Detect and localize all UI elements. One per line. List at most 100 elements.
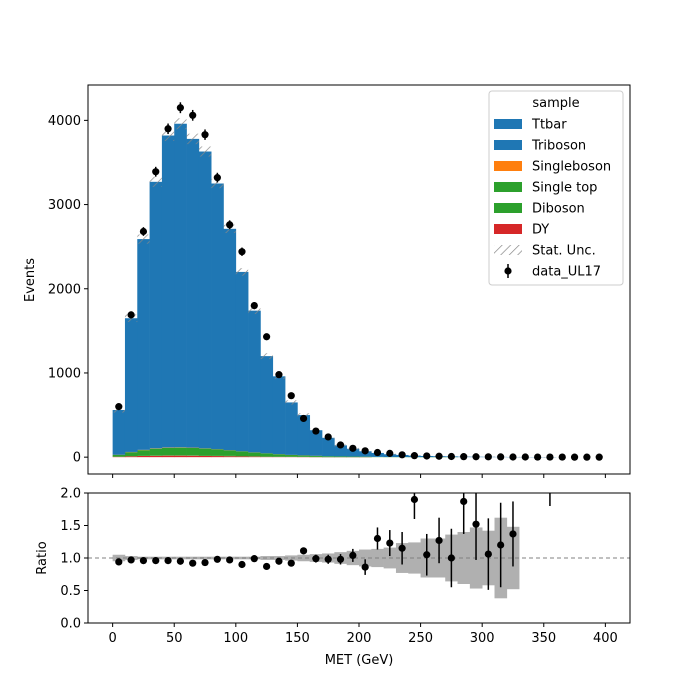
histogram-bar xyxy=(223,450,237,456)
data-point xyxy=(250,302,258,310)
ratio-band-segment xyxy=(457,532,471,584)
ratio-plot-panel: 0 50 100 150 200 250 300 350 400 0.0 0.5 1.0 1.5 2.0… xyxy=(35,487,631,668)
histogram-bar xyxy=(235,271,249,452)
data-point xyxy=(299,414,308,423)
histogram-bar xyxy=(124,456,138,458)
ratio-point xyxy=(484,550,492,558)
data-point xyxy=(238,248,246,256)
histogram-bar xyxy=(211,449,224,456)
ratio-band-segment xyxy=(297,554,311,562)
legend-label: Stat. Unc. xyxy=(532,244,596,259)
legend-label: Diboson xyxy=(532,202,585,217)
ratio-y-tick-label: 2.0 xyxy=(60,487,81,502)
legend-entry: Singleboson xyxy=(494,160,611,175)
legend-label: Single top xyxy=(532,181,597,196)
histogram-bar xyxy=(322,456,335,457)
data-point xyxy=(558,453,566,461)
ratio-x-tick-label: 50 xyxy=(166,631,183,646)
stat-unc-hatch xyxy=(260,353,273,360)
ratio-point xyxy=(164,557,172,565)
stat-unc-hatch xyxy=(174,118,187,130)
data-point xyxy=(361,447,369,455)
data-point xyxy=(583,453,591,461)
ratio-point xyxy=(447,554,455,562)
ratio-point xyxy=(127,556,135,564)
legend-entry: Ttbar xyxy=(494,118,567,133)
ratio-point xyxy=(472,520,480,528)
ratio-point xyxy=(287,559,295,567)
ratio-x-tick-label: 100 xyxy=(223,631,248,646)
histogram-bar xyxy=(309,430,323,456)
ratio-point xyxy=(152,557,160,565)
histogram-bar xyxy=(285,402,298,455)
histogram-bar xyxy=(149,448,163,456)
series-ttbar xyxy=(112,123,557,458)
data-point xyxy=(287,392,295,400)
histogram-bar xyxy=(198,151,212,449)
series-diboson xyxy=(112,455,372,458)
stat-unc-hatch xyxy=(137,234,150,244)
data-point xyxy=(447,452,455,461)
histogram-bar xyxy=(124,452,138,457)
data-point xyxy=(595,453,603,461)
ratio-point xyxy=(509,530,517,538)
ratio-point xyxy=(139,557,148,565)
ratio-y-tick-label: 1.0 xyxy=(60,552,81,567)
ratio-point xyxy=(336,555,345,563)
data-point xyxy=(349,444,357,452)
stat-unc-hatch xyxy=(211,178,224,189)
histogram-bar xyxy=(235,451,249,457)
stat-unc-hatch xyxy=(285,400,298,405)
data-point xyxy=(398,451,406,459)
stat-unc-hatch xyxy=(235,268,249,276)
legend-marker xyxy=(504,267,512,275)
ratio-x-axis-label: MET (GeV) xyxy=(325,653,394,668)
ratio-band-segment xyxy=(186,556,200,560)
ratio-point xyxy=(497,541,505,549)
histogram-bar xyxy=(297,455,311,457)
data-point xyxy=(460,453,468,461)
data-point xyxy=(472,453,480,461)
legend-label: Singleboson xyxy=(532,160,611,175)
histogram-bar xyxy=(174,447,187,456)
ratio-point xyxy=(263,562,271,571)
legend-swatch xyxy=(494,182,522,192)
legend-swatch xyxy=(494,203,522,213)
data-point xyxy=(509,453,517,461)
data-point xyxy=(139,227,148,236)
stat-unc-hatch xyxy=(149,176,162,187)
data-point xyxy=(410,452,419,460)
histogram-bar xyxy=(174,455,187,458)
ratio-point xyxy=(423,551,431,559)
legend-label: DY xyxy=(532,223,549,238)
histogram-bar xyxy=(174,123,187,448)
legend-title: sample xyxy=(532,96,579,111)
histogram-bar xyxy=(186,455,200,458)
ratio-point xyxy=(410,495,419,504)
legend-swatch xyxy=(494,224,522,234)
histogram-bar xyxy=(161,447,175,456)
ratio-point xyxy=(201,558,209,567)
legend-frame xyxy=(488,90,624,286)
histogram-bar xyxy=(223,456,237,458)
legend-entry: data_UL17 xyxy=(504,264,601,280)
histogram-bar xyxy=(149,181,163,449)
histogram-bar xyxy=(211,456,224,458)
ratio-point xyxy=(324,555,332,563)
data-point xyxy=(534,453,542,461)
series-triboson xyxy=(112,447,274,455)
main-y-axis-label: Events xyxy=(23,258,38,302)
data-point xyxy=(484,453,492,461)
data-point xyxy=(373,448,382,457)
histogram-bar xyxy=(322,437,335,457)
ratio-x-tick-label: 400 xyxy=(593,631,618,646)
histogram-bar xyxy=(149,455,163,458)
data-point xyxy=(263,333,271,341)
histogram-bar xyxy=(186,138,200,448)
ratio-point xyxy=(373,534,382,543)
ratio-point xyxy=(176,557,184,565)
main-y-tick-label: 3000 xyxy=(48,198,81,213)
data-point xyxy=(176,104,184,112)
legend-label: Ttbar xyxy=(531,118,567,133)
